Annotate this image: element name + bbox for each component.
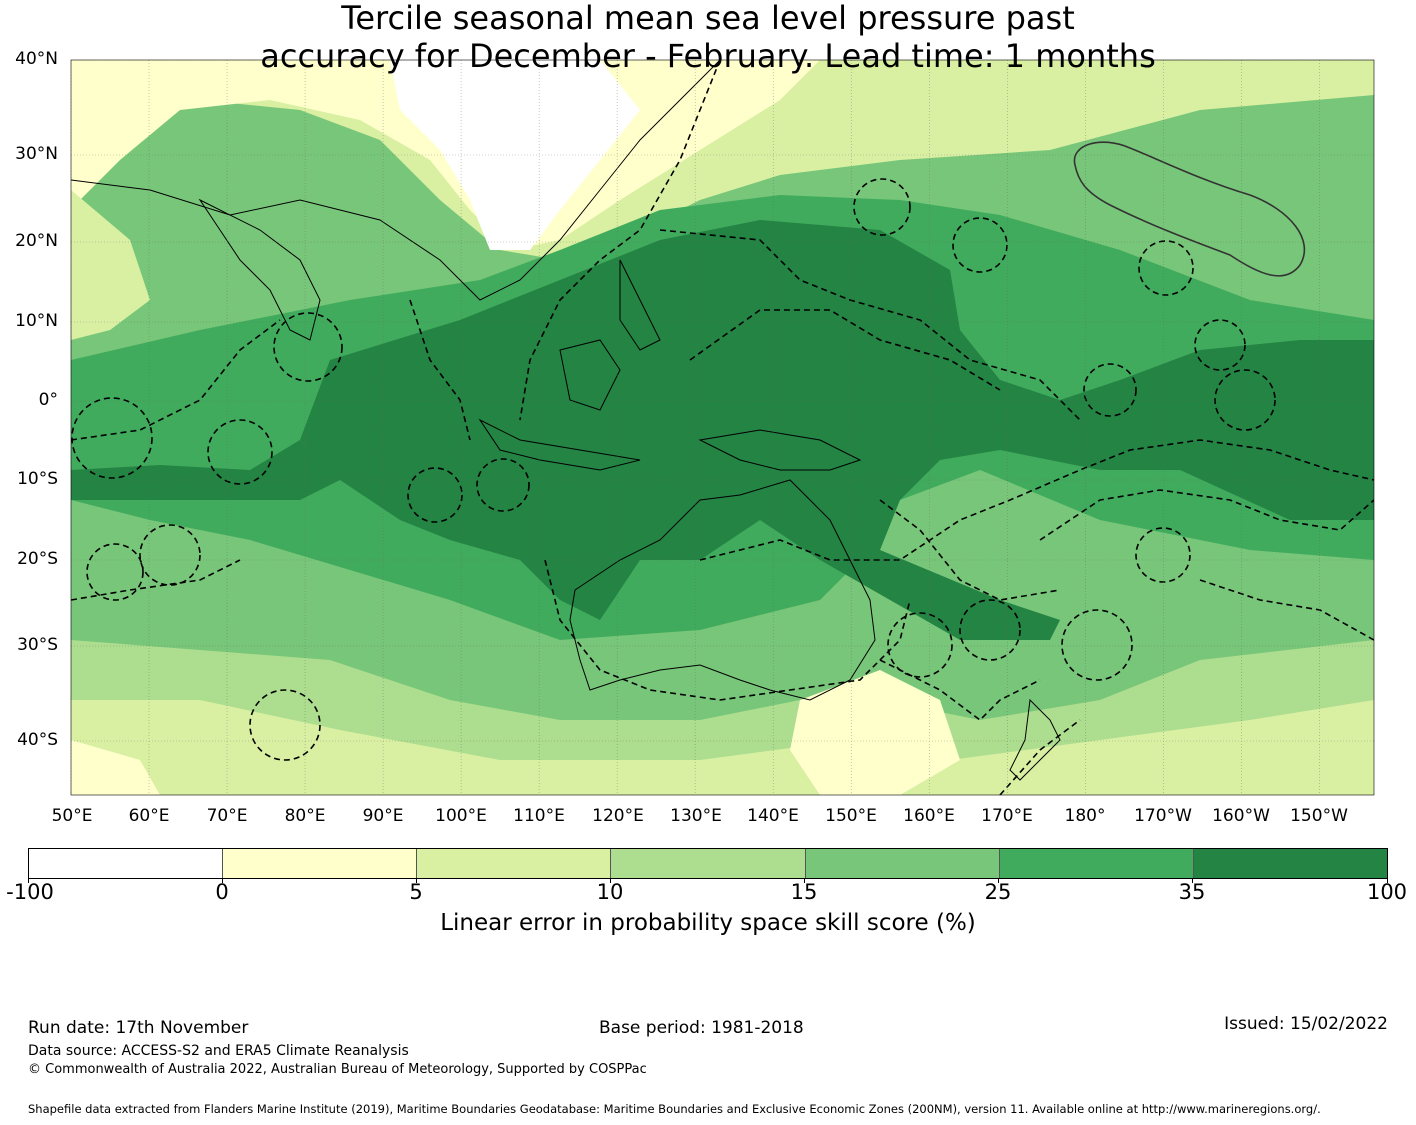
colorbar-segment xyxy=(805,849,1000,878)
lat-label-10s: 10°S xyxy=(17,469,58,489)
lon-label-50e: 50°E xyxy=(51,806,93,826)
lon-label-70e: 70°E xyxy=(206,806,248,826)
lat-label-20n: 20°N xyxy=(15,231,58,251)
colorbar-tickmark xyxy=(1387,878,1388,883)
asia-coast xyxy=(71,60,721,301)
map-frame xyxy=(70,59,1375,796)
colorbar-tickmark xyxy=(416,878,417,883)
colorbar-tickmark xyxy=(1192,878,1193,883)
skill-band-tasman-yellow xyxy=(790,670,960,795)
lon-label-80e: 80°E xyxy=(284,806,326,826)
lon-label-170w: 170°W xyxy=(1134,806,1192,826)
lon-label-130e: 130°E xyxy=(670,806,722,826)
lon-label-150w: 150°W xyxy=(1290,806,1348,826)
lon-label-150e: 150°E xyxy=(825,806,877,826)
lat-label-40s: 40°S xyxy=(17,730,58,750)
skill-band-sw-yellow xyxy=(71,740,160,795)
lon-label-170e: 170°E xyxy=(981,806,1033,826)
colorbar-tick-label: 35 xyxy=(1178,880,1206,904)
colorbar-tick-label: -100 xyxy=(6,880,54,904)
colorbar-tick-label: 0 xyxy=(215,880,229,904)
colorbar-tickmark xyxy=(610,878,611,883)
lat-label-0: 0° xyxy=(38,390,58,410)
colorbar-tick-label: 15 xyxy=(790,880,818,904)
issued-date: Issued: 15/02/2022 xyxy=(1224,1014,1388,1034)
lon-label-180: 180° xyxy=(1064,806,1106,826)
skill-band-indian-dark xyxy=(71,440,340,500)
title-line-2: accuracy for December - February. Lead t… xyxy=(260,37,1156,75)
new-zealand-coast xyxy=(1009,698,1061,781)
colorbar-segment xyxy=(611,849,806,878)
indonesia-coast xyxy=(478,418,641,471)
colorbar-segment xyxy=(1193,849,1387,878)
colorbar-tickmark xyxy=(222,878,223,883)
colorbar xyxy=(28,848,1388,879)
title-line-1: Tercile seasonal mean sea level pressure… xyxy=(341,0,1075,37)
colorbar-segment xyxy=(417,849,612,878)
eez-boundaries xyxy=(71,60,1374,795)
lat-label-30n: 30°N xyxy=(15,144,58,164)
colorbar-segment xyxy=(999,849,1194,878)
lon-label-140e: 140°E xyxy=(747,806,799,826)
lon-label-160w: 160°W xyxy=(1212,806,1270,826)
run-date: Run date: 17th November xyxy=(28,1018,249,1038)
lat-label-40n: 40°N xyxy=(15,49,58,69)
gridlines xyxy=(71,60,1374,795)
colorbar-tickmark xyxy=(28,878,29,883)
lon-label-110e: 110°E xyxy=(513,806,565,826)
shapefile-credit: Shapefile data extracted from Flanders M… xyxy=(28,1102,1321,1116)
colorbar-segment xyxy=(223,849,418,878)
skill-band-west-light xyxy=(71,190,150,340)
skill-band-south-lighter xyxy=(71,700,1374,795)
colorbar-tick-label: 5 xyxy=(409,880,423,904)
colorbar-tick-label: 100 xyxy=(1366,880,1408,904)
lon-label-160e: 160°E xyxy=(903,806,955,826)
colorbar-segment xyxy=(29,849,224,878)
skill-band-core-dark xyxy=(300,220,1374,640)
lat-label-30s: 30°S xyxy=(17,635,58,655)
lon-label-90e: 90°E xyxy=(362,806,404,826)
colorbar-tick-label: 25 xyxy=(984,880,1012,904)
new-guinea-coast xyxy=(698,429,862,471)
philippines-coast xyxy=(619,259,661,351)
lat-label-20s: 20°S xyxy=(17,549,58,569)
australia-coast xyxy=(569,479,876,701)
data-source: Data source: ACCESS-S2 and ERA5 Climate … xyxy=(28,1043,409,1059)
india-coast xyxy=(198,198,321,341)
borneo-coast xyxy=(559,339,621,411)
skill-score-map xyxy=(70,59,1375,796)
colorbar-tickmark xyxy=(998,878,999,883)
colorbar-tickmark xyxy=(804,878,805,883)
hawaii-contour xyxy=(1073,141,1306,277)
copyright: © Commonwealth of Australia 2022, Austra… xyxy=(28,1062,647,1077)
coastlines xyxy=(71,60,1061,781)
lon-label-120e: 120°E xyxy=(592,806,644,826)
base-period: Base period: 1981-2018 xyxy=(599,1018,804,1038)
lat-label-10n: 10°N xyxy=(15,311,58,331)
colorbar-label: Linear error in probability space skill … xyxy=(440,910,976,936)
colorbar-tick-label: 10 xyxy=(596,880,624,904)
lon-label-100e: 100°E xyxy=(435,806,487,826)
lon-label-60e: 60°E xyxy=(128,806,170,826)
